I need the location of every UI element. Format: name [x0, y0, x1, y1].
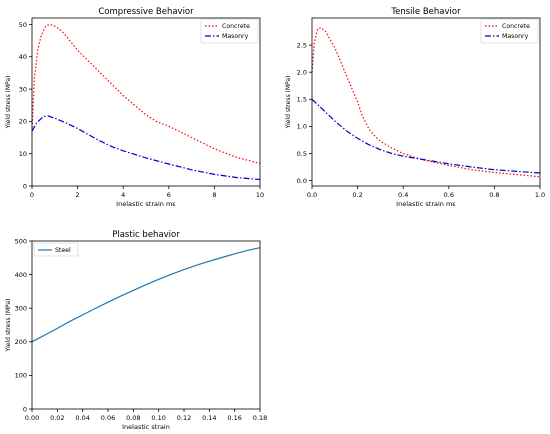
x-axis-label: Inelastic strain mε	[396, 200, 456, 208]
x-tick-label: 0.06	[101, 414, 115, 422]
x-tick-label: 0.02	[50, 414, 64, 422]
y-tick-label: 200	[15, 338, 27, 346]
x-tick-label: 0.12	[177, 414, 191, 422]
x-tick-label: 0.6	[444, 191, 454, 199]
y-tick-label: 100	[15, 372, 27, 380]
series-line-concrete	[311, 27, 541, 178]
x-tick-label: 0.04	[75, 414, 89, 422]
plot-frame	[31, 17, 261, 187]
legend-box	[480, 18, 539, 44]
chart-title: Compressive Behavior	[98, 7, 194, 17]
y-axis-label: Yield stress (MPa)	[5, 76, 12, 130]
y-tick-label: 0.5	[297, 150, 307, 158]
legend-label-concrete: Concrete	[502, 23, 530, 30]
legend: Concrete Masonry	[480, 18, 539, 44]
y-tick-label: 40	[19, 53, 27, 61]
y-tick-label: 0	[23, 182, 27, 190]
series-line-masonry	[311, 98, 541, 174]
y-tick-label: 1.0	[297, 123, 307, 131]
y-tick-label: 2.0	[297, 68, 307, 76]
y-tick-label: 400	[15, 271, 27, 279]
y-tick-label: 500	[15, 237, 27, 245]
x-tick-label: 0.8	[489, 191, 499, 199]
y-tick-label: 30	[19, 85, 27, 93]
y-tick-label: 300	[15, 305, 27, 313]
y-tick-label: 1.5	[297, 96, 307, 104]
x-tick-label: 0.0	[307, 191, 317, 199]
x-tick-label: 0.16	[227, 414, 241, 422]
legend-label-masonry: Masonry	[502, 33, 529, 40]
x-axis-label: Inelastic strain mε	[116, 200, 176, 208]
series-line-concrete	[31, 23, 261, 164]
legend: Steel	[33, 242, 79, 257]
x-axis-label: Inelastic strain	[122, 423, 170, 431]
y-axis-label: Yield stress (MPa)	[285, 76, 292, 130]
legend-box	[33, 242, 79, 257]
y-tick-label: 20	[19, 118, 27, 126]
chart-title: Tensile Behavior	[390, 7, 461, 17]
x-tick-label: 1.0	[535, 191, 545, 199]
series-line-steel	[31, 247, 261, 343]
y-tick-label: 0.0	[297, 177, 307, 185]
x-tick-label: 0.08	[126, 414, 140, 422]
y-axis-label: Yield stress (MPa)	[5, 299, 12, 353]
x-tick-label: 0.00	[25, 414, 39, 422]
y-tick-label: 2.5	[297, 41, 307, 49]
x-tick-label: 0.4	[398, 191, 408, 199]
x-tick-label: 4	[121, 191, 125, 199]
x-tick-label: 0	[30, 191, 34, 199]
chart-2: Tensile Behavior 0.0 0.2 0.4 0.6 0.8 1.0 0.0 0.5…	[285, 7, 545, 208]
x-tick-label: 0.10	[151, 414, 165, 422]
plot-frame	[311, 17, 541, 187]
x-tick-label: 0.18	[253, 414, 267, 422]
x-tick-label: 10	[256, 191, 264, 199]
y-tick-label: 50	[19, 21, 27, 29]
x-tick-label: 2	[76, 191, 80, 199]
chart-title: Plastic behavior	[112, 230, 180, 240]
plot-frame	[31, 240, 261, 410]
legend: Concrete Masonry	[200, 18, 259, 44]
chart-1: Compressive Behavior 0 2 4 6 8 10 0 10 20 30 40 50 In…	[5, 7, 264, 208]
x-tick-label: 8	[212, 191, 216, 199]
legend-box	[200, 18, 259, 44]
legend-label-masonry: Masonry	[222, 33, 249, 40]
legend-label-concrete: Concrete	[222, 23, 250, 30]
x-tick-label: 6	[167, 191, 171, 199]
x-tick-label: 0.14	[202, 414, 216, 422]
series-line-masonry	[31, 115, 261, 181]
y-tick-label: 10	[19, 150, 27, 158]
legend-label-steel: Steel	[55, 247, 71, 254]
y-tick-label: 0	[23, 405, 27, 413]
chart-3: Plastic behavior 0.00 0.02 0.04 0.06 0.08 0.10…	[5, 230, 267, 431]
x-tick-label: 0.2	[352, 191, 362, 199]
